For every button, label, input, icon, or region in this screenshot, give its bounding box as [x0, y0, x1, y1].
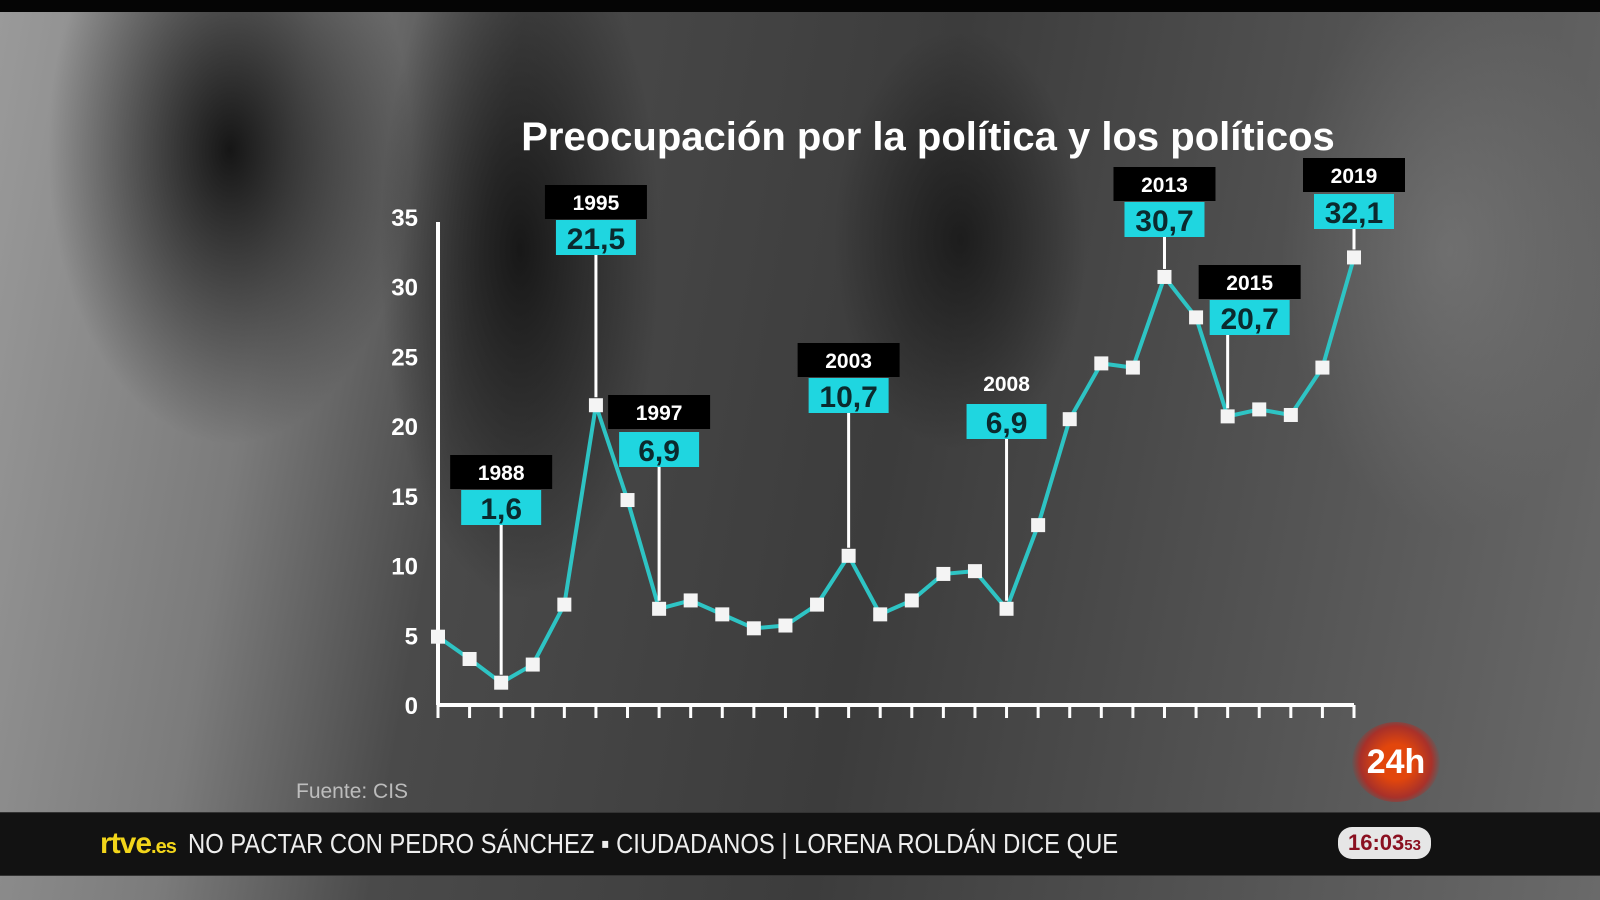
data-point: [841, 548, 856, 563]
data-point: [810, 597, 825, 612]
annotation-1988: 1988 1,6: [450, 455, 553, 675]
data-point: [1283, 407, 1298, 422]
year-box: [1198, 265, 1301, 299]
data-point: [1315, 360, 1330, 375]
value-label: 21,5: [567, 223, 625, 256]
data-point: [746, 621, 761, 636]
clock-seconds: 53: [1404, 837, 1421, 854]
value-label: 1,6: [480, 493, 522, 526]
data-point: [999, 601, 1014, 616]
year-label: 2015: [1226, 272, 1273, 295]
data-point: [557, 597, 572, 612]
year-label: 1997: [636, 402, 683, 425]
data-point: [588, 398, 603, 413]
value-box: [619, 432, 700, 467]
y-tick-label: 0: [405, 693, 418, 720]
data-point: [1220, 409, 1235, 424]
y-tick-label: 15: [391, 484, 418, 511]
year-box: [1113, 167, 1216, 201]
year-box: [1303, 158, 1405, 192]
source-note: Fuente: CIS: [296, 780, 409, 803]
data-point: [967, 564, 982, 579]
y-tick-label: 20: [391, 414, 418, 441]
data-point: [462, 651, 477, 666]
data-point: [683, 593, 698, 608]
news-ticker: rtve.es NO PACTAR CON PEDRO SÁNCHEZ ▪ CI…: [0, 812, 1600, 876]
data-point: [431, 629, 445, 644]
data-point: [652, 601, 667, 616]
value-label: 20,7: [1220, 303, 1278, 336]
y-tick-label: 25: [391, 344, 418, 371]
value-box: [1314, 194, 1394, 229]
year-label: 2013: [1141, 174, 1188, 197]
annotation-2019: 2019 32,1: [1303, 158, 1405, 250]
clock: 16:0353: [1338, 827, 1431, 859]
rtve-logo: rtve.es: [100, 827, 177, 861]
data-point: [525, 657, 540, 672]
value-label: 6,9: [638, 435, 680, 468]
value-label: 32,1: [1325, 197, 1383, 230]
y-tick-label: 10: [391, 554, 418, 581]
year-box: [797, 343, 900, 377]
data-point: [1189, 310, 1204, 325]
data-point: [778, 618, 793, 633]
data-point: [1031, 518, 1046, 533]
data-point: [873, 607, 888, 622]
data-point: [1157, 269, 1172, 284]
clock-time: 16:03: [1348, 830, 1405, 855]
channel-badge-24h: 24h: [1352, 722, 1440, 802]
data-point: [1252, 402, 1267, 417]
series-line: [436, 256, 1356, 685]
data-point: [494, 675, 509, 690]
value-box: [808, 378, 889, 413]
value-box: [1124, 202, 1205, 237]
data-point: [904, 593, 919, 608]
y-tick-label: 35: [391, 205, 418, 232]
data-point: [1125, 360, 1140, 375]
value-label: 30,7: [1135, 205, 1193, 238]
annotation-1997: 1997 6,9: [608, 395, 711, 601]
year-box: [544, 185, 647, 219]
annotation-2003: 2003 10,7: [797, 343, 900, 548]
chart-title: Preocupación por la política y los polít…: [521, 115, 1335, 159]
year-box: [450, 455, 553, 489]
year-label: 1995: [573, 192, 620, 215]
logo-text: rtve: [100, 827, 152, 860]
data-point: [715, 607, 730, 622]
year-label: 2019: [1331, 165, 1378, 188]
value-box: [555, 220, 636, 255]
year-label: 2008: [983, 373, 1030, 396]
data-point: [1094, 356, 1109, 371]
data-point: [1347, 250, 1361, 265]
value-box: [966, 404, 1047, 439]
ticker-text: NO PACTAR CON PEDRO SÁNCHEZ ▪ CIUDADANOS…: [187, 828, 1119, 859]
top-bar: [0, 0, 1600, 12]
annotation-2015: 2015 20,7: [1198, 265, 1301, 409]
y-tick-label: 5: [405, 623, 418, 650]
logo-suffix: .es: [151, 836, 177, 858]
y-tick-label: 30: [391, 275, 418, 302]
year-label: 2003: [825, 350, 872, 373]
data-point: [936, 566, 951, 581]
value-label: 10,7: [819, 381, 877, 414]
year-label: 1988: [478, 462, 525, 485]
value-box: [461, 490, 542, 525]
data-point: [1062, 412, 1077, 427]
value-box: [1209, 300, 1290, 335]
value-label: 6,9: [986, 407, 1028, 440]
annotation-2013: 2013 30,7: [1113, 167, 1216, 269]
data-point: [620, 493, 635, 508]
annotation-2008: 2008 6,9: [966, 373, 1047, 601]
year-box: [608, 395, 711, 429]
annotation-1995: 1995 21,5: [544, 185, 647, 398]
